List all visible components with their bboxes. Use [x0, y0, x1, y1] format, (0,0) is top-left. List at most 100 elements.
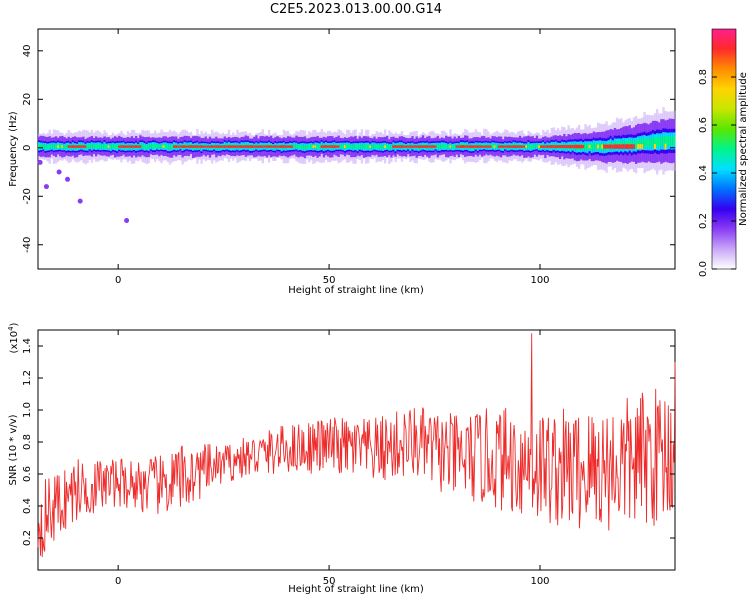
heatmap-peak — [78, 145, 81, 148]
heatmap-peak — [82, 145, 85, 148]
heatmap-peak — [189, 145, 193, 148]
colorbar-tick-label: 0.8 — [698, 69, 709, 85]
heatmap-peak — [198, 145, 201, 148]
heatmap-peak — [605, 144, 608, 149]
heatmap-hot — [649, 138, 653, 148]
heatmap-peak — [238, 145, 241, 148]
heatmap-peak — [550, 145, 553, 149]
colorbar-tick-label: 0.2 — [698, 213, 709, 229]
heatmap-peak — [242, 145, 246, 148]
snr-y-ticks: 0.2 0.4 0.6 0.8 1.0 1.2 1.4 — [22, 338, 675, 546]
heatmap-peak — [329, 145, 332, 148]
heatmap-peak — [75, 145, 79, 148]
heatmap-hot — [65, 144, 68, 150]
heatmap-hot — [662, 136, 665, 146]
heatmap-hot — [109, 144, 113, 150]
heatmap-hot — [141, 143, 144, 148]
heatmap-peak — [622, 144, 625, 149]
heatmap-peak — [392, 145, 395, 148]
heatmap-peak — [430, 145, 433, 148]
heatmap-peak — [487, 145, 490, 148]
snr-x-tick-label: 100 — [530, 576, 549, 587]
heatmap-hot — [40, 144, 43, 149]
heatmap-hot — [658, 137, 661, 147]
heatmap-peak — [489, 145, 492, 148]
heatmap-hot — [301, 144, 305, 150]
heatmap-peak — [270, 145, 273, 148]
heatmap-peak — [542, 145, 545, 148]
heatmap-hot — [303, 145, 307, 150]
heatmap-hot — [339, 144, 343, 149]
heatmap-peak — [523, 145, 526, 148]
snr-y-tick-label: 1.4 — [22, 338, 33, 354]
heatmap-peak — [73, 145, 77, 148]
heatmap-peak — [641, 144, 644, 149]
heatmap-peak — [244, 145, 248, 148]
heatmap-peak — [567, 145, 570, 149]
heatmap-peak — [514, 145, 518, 148]
heatmap-peak — [569, 144, 572, 149]
heatmap-peak — [135, 145, 138, 148]
heatmap-peak — [630, 144, 634, 150]
heatmap-peak — [483, 145, 486, 148]
heatmap-peak — [558, 145, 562, 148]
heatmap-peak — [69, 145, 73, 148]
heatmap-hot — [97, 143, 100, 149]
spectrogram-y-tick-label: 40 — [22, 44, 33, 57]
heatmap-hot — [672, 136, 676, 146]
heatmap-peak — [485, 145, 488, 148]
heatmap-peak — [223, 145, 227, 148]
heatmap-hot — [90, 143, 94, 149]
spectrogram-y-tick-label: -20 — [22, 188, 33, 204]
heatmap-peak — [124, 145, 127, 148]
heatmap-peak — [272, 145, 275, 148]
colorbar: 0.0 0.2 0.4 0.6 0.8 Normalized spectral ampl… — [698, 28, 749, 277]
heatmap-peak — [183, 145, 186, 148]
snr-x-ticks: 0 50 100 — [115, 330, 550, 587]
heatmap-peak — [478, 145, 482, 148]
heatmap-peak — [175, 145, 178, 148]
heatmap-hot — [111, 144, 115, 149]
heatmap-peak — [128, 145, 132, 148]
heatmap-peak — [653, 144, 657, 150]
heatmap-peak — [335, 145, 338, 148]
heatmap-hot — [158, 145, 161, 149]
heatmap-hot — [628, 140, 632, 148]
heatmap-peak — [137, 145, 140, 148]
heatmap-hot — [590, 143, 594, 151]
heatmap-hot — [634, 140, 638, 149]
spectrogram-y-tick-label: 20 — [22, 93, 33, 106]
snr-y-tick-label: 1.0 — [22, 402, 33, 418]
heatmap-hot — [295, 144, 298, 148]
heatmap-hot — [436, 144, 440, 149]
heatmap-hot — [113, 144, 117, 149]
heatmap-peak — [61, 145, 64, 148]
heatmap-hot — [375, 144, 378, 149]
heatmap-peak — [162, 145, 165, 148]
heatmap-hot — [442, 144, 446, 149]
heatmap-peak — [122, 145, 125, 148]
heatmap-hot — [160, 144, 163, 149]
heatmap-hot — [52, 144, 56, 149]
heatmap-peak — [67, 145, 70, 148]
heatmap-peak — [227, 145, 231, 148]
heatmap-peak — [181, 145, 184, 148]
heatmap-peak — [525, 145, 528, 148]
heatmap-hot — [48, 144, 51, 149]
snr-x-tick-label: 50 — [323, 576, 336, 587]
heatmap-hot — [310, 144, 313, 149]
heatmap-peak — [84, 145, 87, 148]
heatmap-peak — [257, 145, 260, 148]
heatmap-peak — [409, 145, 412, 148]
heatmap-hot — [46, 145, 49, 150]
heatmap-peak — [516, 145, 520, 148]
heatmap-hot — [367, 144, 370, 149]
heatmap-peak — [213, 145, 216, 148]
colorbar-tick-label: 0.6 — [698, 117, 709, 133]
heatmap-peak — [210, 145, 214, 148]
heatmap-peak — [139, 145, 142, 148]
snr-y-axis-label: SNR (10 * v/v) — [8, 414, 19, 485]
heatmap-hot — [63, 145, 66, 149]
heatmap-peak — [415, 145, 418, 148]
heatmap-hot — [656, 137, 659, 147]
